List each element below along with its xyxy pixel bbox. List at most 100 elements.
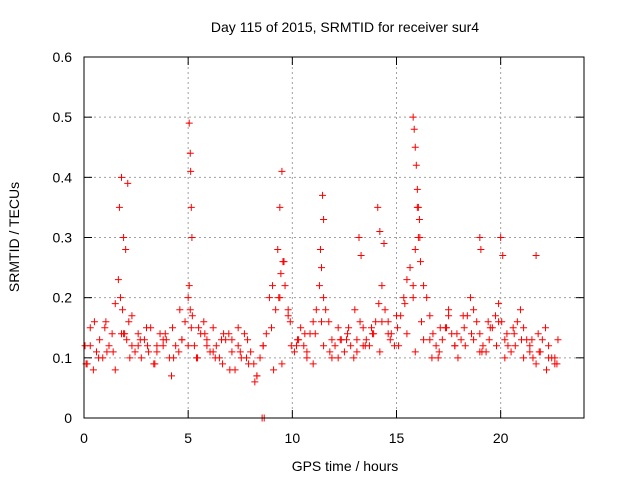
data-point — [443, 324, 450, 332]
data-point — [409, 294, 417, 302]
data-point — [420, 282, 428, 290]
data-point — [209, 324, 217, 332]
data-point — [136, 336, 144, 344]
x-tick-label: 20 — [493, 430, 509, 446]
data-point — [538, 336, 546, 344]
data-point — [445, 306, 453, 314]
data-point — [228, 348, 236, 356]
data-point — [188, 312, 196, 320]
data-point — [451, 342, 459, 350]
data-point — [428, 354, 436, 362]
data-point — [415, 215, 423, 223]
data-point — [153, 348, 161, 356]
data-point — [436, 324, 444, 332]
data-point — [473, 318, 481, 326]
data-point — [328, 336, 336, 344]
data-point — [350, 354, 358, 362]
data-point — [253, 372, 261, 380]
x-tick-label: 0 — [80, 430, 88, 446]
data-point — [370, 330, 378, 338]
data-point — [334, 354, 342, 362]
data-point — [169, 324, 177, 332]
chart-title: Day 115 of 2015, SRMTID for receiver sur… — [211, 19, 479, 35]
data-point — [293, 342, 300, 350]
data-point — [478, 348, 486, 356]
data-point — [114, 276, 122, 284]
data-point — [234, 324, 242, 332]
data-point — [395, 342, 403, 350]
data-point — [453, 330, 461, 338]
data-point — [380, 240, 388, 248]
data-point — [245, 360, 253, 368]
data-point — [153, 342, 161, 350]
data-point — [187, 167, 195, 175]
data-point — [320, 342, 328, 350]
data-point — [105, 342, 113, 350]
data-point — [336, 336, 344, 344]
data-point — [209, 348, 217, 356]
data-point — [109, 348, 117, 356]
data-point — [128, 312, 136, 320]
data-point — [356, 318, 364, 326]
x-tick-label: 15 — [389, 430, 405, 446]
data-point — [429, 330, 437, 338]
data-point — [414, 203, 422, 211]
data-point — [435, 348, 443, 356]
data-point — [187, 324, 195, 332]
data-point — [541, 324, 549, 332]
data-point — [418, 318, 425, 326]
data-point — [193, 354, 200, 362]
data-point — [543, 366, 550, 374]
data-point — [375, 300, 383, 308]
data-point — [219, 360, 227, 368]
data-point — [303, 354, 311, 362]
data-point — [144, 342, 152, 350]
data-point — [122, 246, 130, 254]
data-point — [409, 113, 417, 121]
data-point — [244, 336, 252, 344]
data-point — [303, 348, 311, 356]
data-point — [466, 294, 474, 302]
data-point — [432, 342, 440, 350]
data-point — [137, 354, 145, 362]
data-point — [90, 318, 98, 326]
data-point — [297, 324, 305, 332]
y-tick-label: 0.1 — [53, 350, 73, 366]
data-point — [497, 234, 505, 241]
data-point — [212, 342, 220, 350]
data-point — [551, 354, 559, 362]
y-tick-label: 0.3 — [53, 230, 73, 246]
data-point — [520, 324, 528, 332]
data-point — [378, 282, 386, 290]
data-point — [243, 354, 250, 362]
data-point — [394, 324, 402, 332]
data-point — [247, 348, 255, 356]
data-point — [553, 360, 561, 368]
data-point — [102, 318, 110, 326]
data-point — [111, 300, 119, 308]
data-point — [175, 348, 183, 356]
data-point — [145, 348, 153, 356]
data-point — [529, 354, 537, 362]
data-point — [479, 342, 487, 350]
data-point — [184, 294, 192, 302]
data-point — [116, 294, 124, 302]
data-point — [507, 348, 515, 356]
data-point — [400, 294, 408, 302]
data-point — [96, 336, 104, 344]
data-point — [534, 330, 542, 338]
data-point — [181, 318, 189, 326]
data-point — [513, 318, 521, 326]
data-point — [420, 336, 428, 344]
data-point — [228, 336, 236, 344]
data-point — [320, 215, 328, 223]
data-point — [290, 348, 298, 356]
data-point — [343, 336, 350, 344]
data-point — [326, 348, 334, 356]
data-point — [374, 203, 382, 211]
data-point — [470, 306, 478, 314]
data-point — [295, 336, 303, 344]
data-point — [124, 179, 132, 187]
data-point — [445, 312, 453, 320]
x-tick-label: 5 — [184, 430, 192, 446]
